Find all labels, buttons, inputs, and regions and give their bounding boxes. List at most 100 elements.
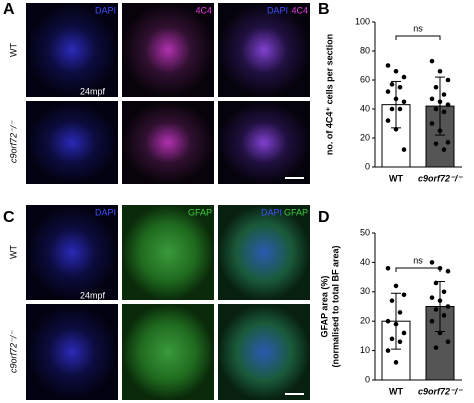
data-point: [445, 102, 451, 107]
data-point: [393, 96, 399, 102]
data-point: [433, 84, 439, 90]
x-tick-label: WT: [389, 386, 403, 396]
y-tick-label: 80: [360, 45, 370, 55]
data-point: [433, 280, 439, 286]
stage-label: 24mpf: [80, 86, 106, 96]
data-point: [433, 141, 439, 147]
data-point: [385, 118, 391, 123]
data-point: [401, 330, 407, 336]
image: [218, 101, 310, 184]
data-point: [433, 345, 439, 350]
data-point: [393, 321, 399, 327]
y-tick-label: 100: [355, 16, 370, 26]
data-point: [393, 69, 399, 74]
image: [26, 304, 118, 400]
row-label: c9orf72⁻/⁻: [8, 330, 18, 373]
y-tick-label: 20: [360, 132, 370, 142]
data-point: [441, 289, 447, 295]
data-point: [437, 128, 443, 134]
image: [122, 205, 214, 300]
image: [218, 3, 310, 97]
panel-label: D: [318, 209, 330, 226]
data-point: [385, 348, 391, 353]
data-point: [397, 310, 403, 315]
data-point: [437, 298, 443, 303]
image: [218, 205, 310, 300]
data-point: [397, 339, 403, 345]
y-tick-label: 30: [360, 286, 370, 296]
data-point: [389, 82, 395, 87]
data-point: [385, 63, 391, 68]
channel-label: 4C4: [291, 5, 308, 15]
data-point: [445, 339, 451, 345]
channel-label: GFAP: [188, 207, 212, 217]
channel-label: 4C4: [195, 5, 212, 15]
row-label: c9orf72⁻/⁻: [8, 120, 18, 163]
data-point: [445, 77, 451, 83]
data-point: [433, 307, 439, 312]
panel-label: A: [3, 1, 15, 18]
data-point: [433, 106, 439, 112]
data-point: [441, 92, 447, 97]
significance-label: ns: [413, 255, 423, 265]
image: [122, 304, 214, 400]
data-point: [429, 260, 435, 265]
y-tick-label: 50: [360, 227, 370, 237]
data-point: [437, 99, 443, 105]
y-tick-label: 60: [360, 74, 370, 84]
data-point: [385, 89, 391, 94]
image: [26, 205, 118, 300]
data-point: [401, 292, 407, 298]
data-point: [445, 304, 451, 309]
data-point: [385, 318, 391, 324]
y-axis-label: (normalised to total BF area): [330, 245, 340, 367]
data-point: [397, 106, 403, 112]
data-point: [389, 106, 395, 112]
bar: [425, 105, 455, 168]
channel-label: DAPI: [261, 207, 282, 217]
row-label: WT: [8, 245, 18, 259]
channel-label: DAPI: [95, 5, 116, 15]
data-point: [441, 147, 447, 152]
stage-label: 24mpf: [80, 290, 106, 300]
data-point: [429, 295, 435, 300]
y-tick-label: 0: [365, 374, 370, 384]
image: [218, 304, 310, 400]
channel-label: DAPI: [267, 5, 288, 15]
y-axis-label: no. of 4C4⁺ cells per section: [324, 34, 334, 155]
data-point: [429, 318, 435, 324]
data-point: [389, 298, 395, 303]
significance-bracket: [395, 267, 441, 272]
data-point: [401, 99, 407, 105]
panel-label: B: [318, 1, 330, 18]
data-point: [389, 336, 395, 342]
data-point: [437, 69, 443, 74]
data-point: [393, 283, 399, 289]
channel-label: GFAP: [284, 207, 308, 217]
data-point: [441, 313, 447, 318]
x-tick-label: c9orf72⁻/⁻: [418, 173, 463, 183]
data-point: [437, 330, 443, 336]
x-tick-label: WT: [389, 173, 403, 183]
significance-bracket: [395, 35, 441, 40]
data-point: [445, 140, 451, 145]
x-tick-label: c9orf72⁻/⁻: [418, 386, 463, 396]
image: [26, 3, 118, 97]
data-point: [445, 268, 451, 274]
significance-label: ns: [413, 23, 423, 33]
y-axis-label: GFAP area (%): [319, 276, 329, 338]
data-point: [429, 96, 435, 102]
channel-label: DAPI: [95, 207, 116, 217]
y-tick-label: 40: [360, 103, 370, 113]
data-point: [401, 147, 407, 152]
data-point: [429, 121, 435, 126]
row-label: WT: [8, 43, 18, 57]
image: [26, 101, 118, 184]
data-point: [401, 74, 407, 80]
data-point: [441, 109, 447, 115]
image: [122, 3, 214, 97]
y-tick-label: 40: [360, 257, 370, 267]
micrographs: [26, 3, 310, 400]
data-point: [393, 360, 399, 365]
